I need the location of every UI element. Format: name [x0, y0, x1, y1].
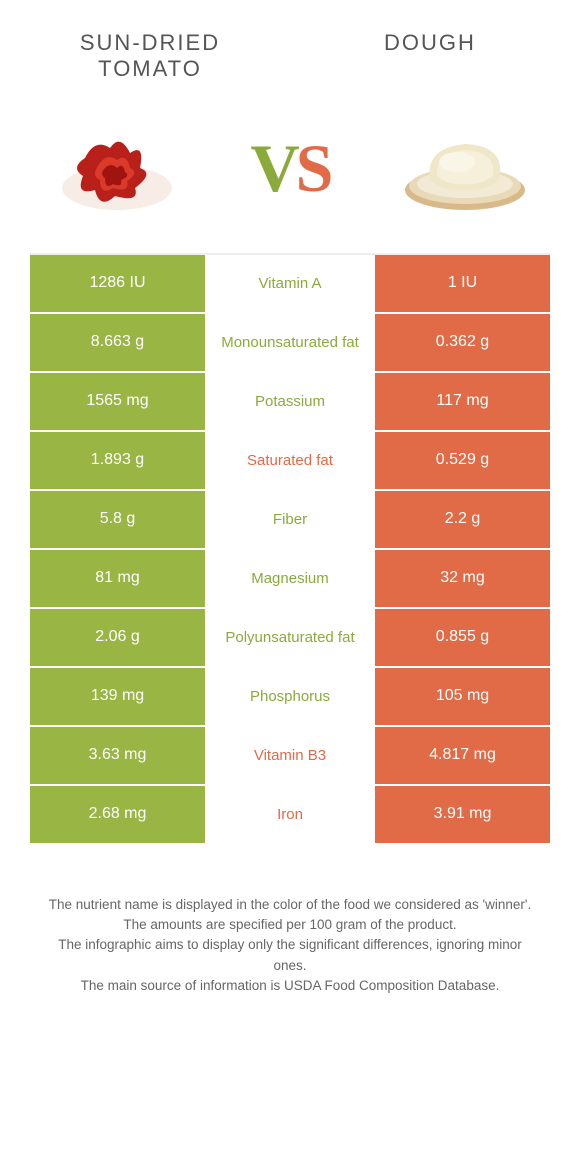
footer-line1: The nutrient name is displayed in the co…: [40, 895, 540, 915]
left-title-line1: Sun-dried: [80, 30, 220, 55]
right-value: 1 IU: [375, 255, 550, 312]
left-value: 2.68 mg: [30, 786, 205, 843]
footer-line4: The main source of information is USDA F…: [40, 976, 540, 996]
left-value: 1565 mg: [30, 373, 205, 430]
left-title-line2: tomato: [98, 56, 202, 81]
dough-icon: [390, 113, 540, 223]
vs-s: S: [296, 130, 330, 206]
table-row: 5.8 gFiber2.2 g: [30, 491, 550, 550]
left-value: 3.63 mg: [30, 727, 205, 784]
vs-label: VS: [251, 134, 330, 202]
right-value: 32 mg: [375, 550, 550, 607]
nutrient-label: Vitamin A: [205, 255, 375, 312]
right-value: 117 mg: [375, 373, 550, 430]
left-value: 1.893 g: [30, 432, 205, 489]
left-value: 2.06 g: [30, 609, 205, 666]
table-row: 3.63 mgVitamin B34.817 mg: [30, 727, 550, 786]
footer-line2: The amounts are specified per 100 gram o…: [40, 915, 540, 935]
left-value: 1286 IU: [30, 255, 205, 312]
right-value: 3.91 mg: [375, 786, 550, 843]
right-value: 0.362 g: [375, 314, 550, 371]
right-value: 105 mg: [375, 668, 550, 725]
sun-dried-tomato-icon: [40, 113, 190, 223]
left-value: 81 mg: [30, 550, 205, 607]
left-value: 139 mg: [30, 668, 205, 725]
table-row: 2.06 gPolyunsaturated fat0.855 g: [30, 609, 550, 668]
nutrient-label: Potassium: [205, 373, 375, 430]
nutrient-label: Monounsaturated fat: [205, 314, 375, 371]
titles-row: Sun-dried tomato Dough: [0, 0, 580, 93]
left-value: 5.8 g: [30, 491, 205, 548]
nutrient-table: 1286 IUVitamin A1 IU8.663 gMonounsaturat…: [30, 253, 550, 845]
left-value: 8.663 g: [30, 314, 205, 371]
right-title-line1: Dough: [384, 30, 476, 55]
right-value: 0.529 g: [375, 432, 550, 489]
nutrient-label: Vitamin B3: [205, 727, 375, 784]
nutrient-label: Fiber: [205, 491, 375, 548]
footer-line3: The infographic aims to display only the…: [40, 935, 540, 976]
table-row: 81 mgMagnesium32 mg: [30, 550, 550, 609]
nutrient-label: Polyunsaturated fat: [205, 609, 375, 666]
right-food-title: Dough: [340, 30, 520, 83]
right-value: 4.817 mg: [375, 727, 550, 784]
footer-notes: The nutrient name is displayed in the co…: [0, 845, 580, 996]
nutrient-label: Magnesium: [205, 550, 375, 607]
table-row: 8.663 gMonounsaturated fat0.362 g: [30, 314, 550, 373]
right-value: 2.2 g: [375, 491, 550, 548]
right-value: 0.855 g: [375, 609, 550, 666]
vs-v: V: [251, 130, 296, 206]
table-row: 139 mgPhosphorus105 mg: [30, 668, 550, 727]
left-food-title: Sun-dried tomato: [60, 30, 240, 83]
table-row: 2.68 mgIron3.91 mg: [30, 786, 550, 845]
table-row: 1565 mgPotassium117 mg: [30, 373, 550, 432]
nutrient-label: Iron: [205, 786, 375, 843]
table-row: 1.893 gSaturated fat0.529 g: [30, 432, 550, 491]
hero-row: VS: [0, 93, 580, 253]
nutrient-label: Saturated fat: [205, 432, 375, 489]
nutrient-label: Phosphorus: [205, 668, 375, 725]
table-row: 1286 IUVitamin A1 IU: [30, 255, 550, 314]
